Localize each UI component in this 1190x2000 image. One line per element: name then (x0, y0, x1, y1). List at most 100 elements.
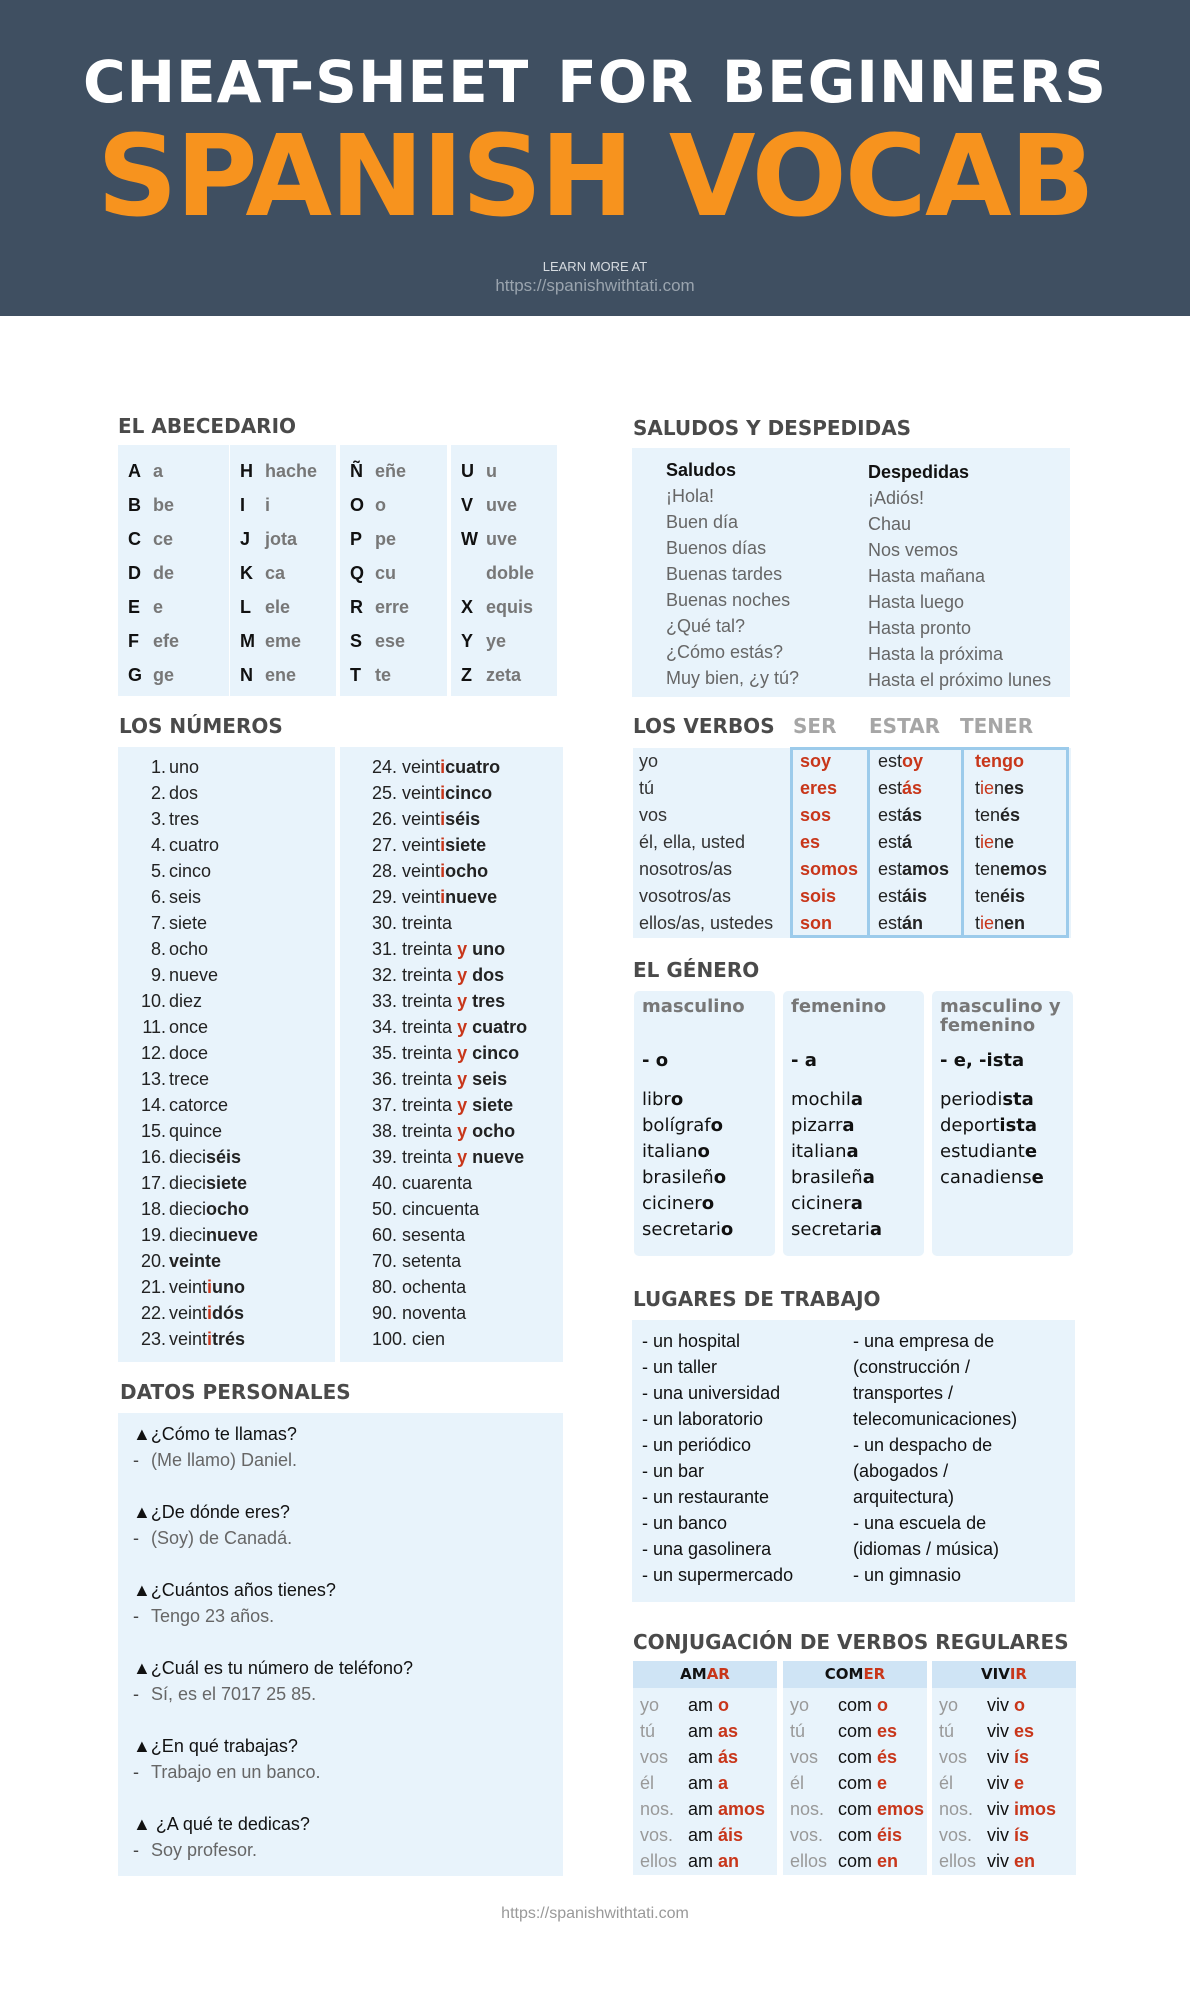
answer: - Sí, es el 7017 25 85. (133, 1681, 316, 1707)
header-url-link[interactable]: https://spanishwithtati.com (495, 276, 695, 295)
footer-url-link[interactable]: https://spanishwithtati.com (501, 1905, 689, 1922)
text-segment: pizarr (791, 1115, 843, 1136)
conjugation-table: VIVIR (932, 1661, 1076, 1875)
conj-pronoun: vos. (640, 1825, 674, 1845)
text-segment: uno (169, 757, 200, 777)
conj-pronoun: vos. (790, 1825, 824, 1845)
conj-form: com emos (838, 1796, 924, 1822)
number-label: 11. (142, 1017, 166, 1037)
text-segment: uno (467, 939, 506, 959)
text-segment: y (457, 1147, 468, 1167)
conj-pronoun: tú (939, 1721, 955, 1741)
conj-form: com e (838, 1770, 887, 1796)
number-row: 2. dos (118, 780, 198, 806)
text-segment: tengo (975, 751, 1024, 771)
text-segment: veint (169, 1303, 208, 1323)
saludo-item: ¡Hola! (666, 486, 715, 506)
conj-form: com éis (838, 1822, 902, 1848)
lugar-item: arquitectura) (853, 1487, 955, 1507)
letter: R (350, 597, 363, 617)
number-label: 17. (140, 1173, 166, 1193)
answer: - Soy profesor. (133, 1837, 257, 1863)
letter: Ñ (350, 461, 363, 481)
number-row: 4. cuatro (118, 832, 219, 858)
despedida-item: Hasta luego (868, 592, 965, 612)
conj-ending: a (718, 1773, 729, 1793)
verb-stem: COM (824, 1665, 864, 1683)
text-segment: áis (902, 886, 928, 906)
conj-root: com (838, 1773, 878, 1793)
genero-word: estudiante (940, 1139, 1037, 1165)
text-segment: trece (169, 1069, 210, 1089)
number-label: 33. (372, 991, 398, 1011)
tener-form: tienes (975, 775, 1024, 801)
text-segment: o (713, 1167, 727, 1188)
text-segment: y (457, 1017, 468, 1037)
header-subtitle: SPANISH VOCAB (96, 112, 1095, 242)
number-label: 70. (372, 1251, 398, 1271)
question: ▲¿Cuál es tu número de teléfono? (133, 1658, 413, 1678)
text-segment: treinta (402, 913, 453, 933)
text-segment: treinta (402, 965, 458, 985)
number-label: 25. (372, 783, 398, 803)
text-segment: brasileñ (642, 1167, 714, 1188)
letter-name: ene (265, 665, 297, 685)
number-label: 35. (372, 1043, 398, 1063)
text-segment: treinta (402, 1095, 458, 1115)
section-title-saludos: SALUDOS Y DESPEDIDAS (633, 416, 912, 440)
number-row: 70. setenta (372, 1248, 461, 1274)
number-label: 26. (372, 809, 398, 829)
letter: H (240, 461, 253, 481)
lugar-item: (construcción / (853, 1357, 971, 1377)
dash: - (133, 1762, 139, 1782)
verb-header-ser: SER (793, 714, 837, 738)
letter: X (461, 597, 474, 617)
text-segment: veint (402, 809, 441, 829)
conj-pronoun: tú (640, 1721, 656, 1741)
letter: V (461, 495, 474, 515)
ser-form: somos (800, 856, 858, 882)
section-title-verbos: LOS VERBOS (633, 714, 775, 738)
genero-word: cicinera (791, 1191, 863, 1217)
lugar-item: - un banco (642, 1513, 728, 1533)
text-segment: ie (980, 778, 995, 798)
number-label: 9. (150, 965, 166, 985)
text-segment: uno (212, 1277, 246, 1297)
conj-ending: o (877, 1695, 889, 1715)
despedida-item: Hasta el próximo lunes (868, 670, 1052, 690)
number-row: 24. veinticuatro (372, 754, 500, 780)
letter-name: i (265, 495, 271, 515)
letter: A (128, 461, 141, 481)
conj-pronoun: vos (790, 1747, 819, 1767)
datos-panel (118, 1413, 563, 1876)
lugar-item: - un despacho de (853, 1435, 993, 1455)
tener-form: tenemos (975, 856, 1047, 882)
conjugation-header: VIVIR (932, 1661, 1076, 1688)
conj-root: am (688, 1825, 719, 1845)
despedidas-heading: Despedidas (868, 462, 970, 482)
alphabet-panel (451, 445, 557, 696)
text-segment: somos (800, 859, 859, 879)
text-segment: sois (800, 886, 837, 906)
number-row: 90. noventa (372, 1300, 466, 1326)
number-row: 32. treinta y dos (372, 962, 504, 988)
ser-form: sos (800, 802, 831, 828)
conj-ending: en (1014, 1851, 1036, 1871)
number-row: 16. dieciséis (118, 1144, 241, 1170)
number-label: 90. (372, 1303, 398, 1323)
number-label: 32. (372, 965, 398, 985)
text-segment: ciciner (791, 1193, 851, 1214)
verb-ending: ER (863, 1665, 886, 1683)
pronoun: tú (639, 778, 655, 798)
text-segment: nueve (467, 1147, 525, 1167)
text-segment: y (457, 1069, 468, 1089)
tener-form: tengo (975, 748, 1024, 774)
pronoun: ellos/as, ustedes (639, 913, 774, 933)
text-segment: dieci (169, 1225, 207, 1245)
dash: - (133, 1528, 139, 1548)
conj-pronoun: vos (939, 1747, 968, 1767)
text-segment: veinte (169, 1251, 222, 1271)
numbers-panel-2 (340, 747, 563, 1362)
saludo-item: Buenos días (666, 538, 767, 558)
